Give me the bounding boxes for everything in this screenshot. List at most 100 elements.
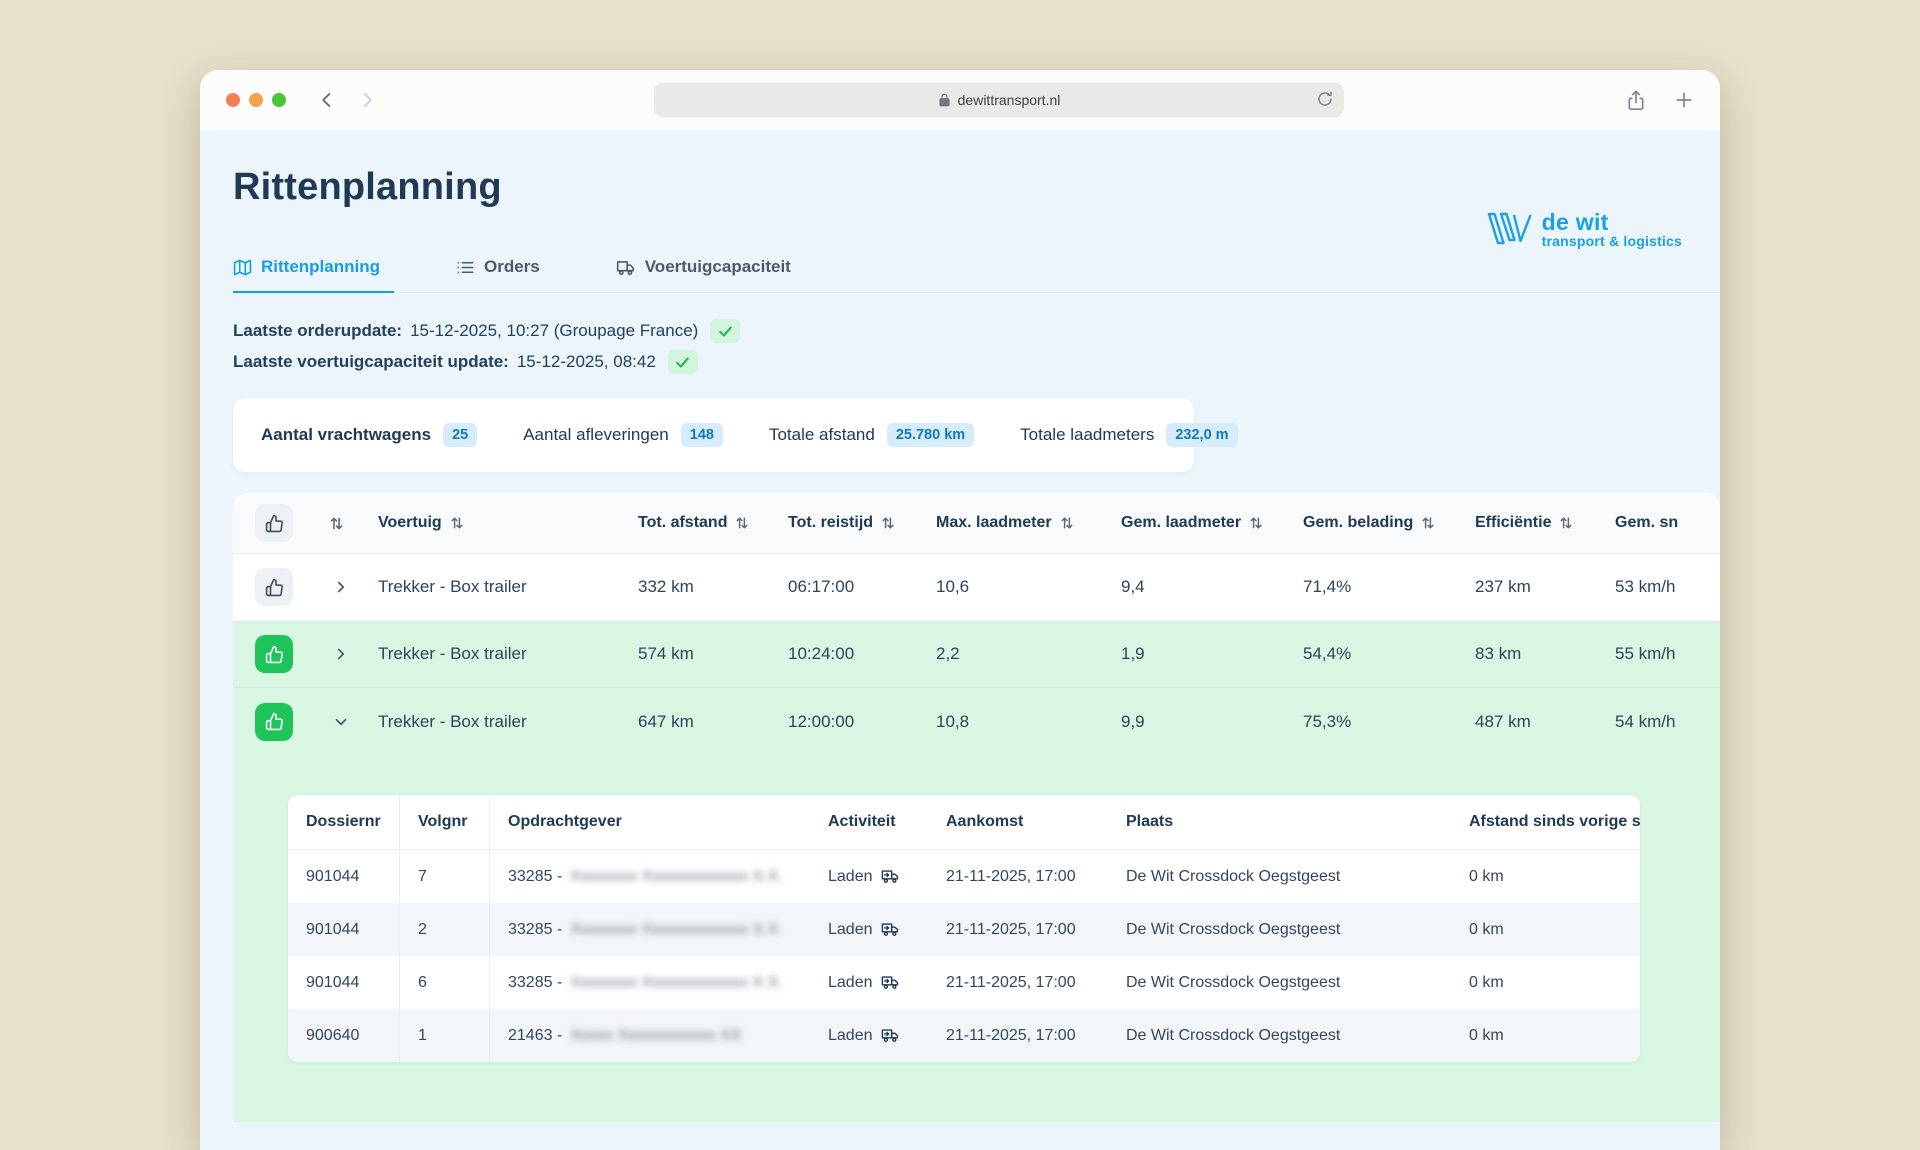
url-text: dewittransport.nl (958, 92, 1061, 108)
table-row-expanded[interactable]: Trekker - Box trailer 647 km 12:00:00 10… (233, 688, 1720, 755)
cell-gem-snelheid: 53 km/h (1615, 577, 1720, 597)
subcol-activiteit: Activiteit (810, 795, 928, 849)
minimize-window-button[interactable] (249, 93, 263, 107)
stat-value-badge: 25 (443, 423, 477, 447)
stat-label: Totale afstand (769, 425, 875, 445)
subcell-activiteit: Laden (810, 850, 928, 903)
subtable-row: 900640 1 21463 -Xxxxx Xxxxxxxxxxxx XX La… (288, 1009, 1640, 1062)
subcell-plaats: De Wit Crossdock Oegstgeest (1108, 850, 1451, 903)
cell-gem-belading: 71,4% (1303, 577, 1475, 597)
column-header-tot-reistijd[interactable]: Tot. reistijd (788, 514, 936, 532)
cell-tot-afstand: 574 km (638, 644, 788, 664)
zoom-window-button[interactable] (272, 93, 286, 107)
share-icon[interactable] (1626, 89, 1646, 111)
stat-value-badge: 25.780 km (887, 423, 974, 447)
update-status-block: Laatste orderupdate: 15-12-2025, 10:27 (… (233, 319, 1720, 374)
table-row[interactable]: Trekker - Box trailer 332 km 06:17:00 10… (233, 554, 1720, 621)
stat-afstand: Totale afstand 25.780 km (769, 423, 974, 447)
cell-gem-snelheid: 55 km/h (1615, 644, 1720, 664)
subcol-volgnr: Volgnr (400, 795, 490, 849)
order-update-status: Laatste orderupdate: 15-12-2025, 10:27 (… (233, 319, 1720, 343)
redacted-customer-name: Xxxxx Xxxxxxxxxxxx XX (570, 1027, 742, 1045)
load-truck-icon (881, 974, 900, 991)
table-row[interactable]: Trekker - Box trailer 574 km 10:24:00 2,… (233, 621, 1720, 688)
subtable-header-row: Dossiernr Volgnr Opdrachtgever Activitei… (288, 795, 1640, 850)
cell-tot-reistijd: 06:17:00 (788, 577, 936, 597)
thumbs-up-button[interactable] (255, 568, 293, 606)
column-header-tot-afstand[interactable]: Tot. afstand (638, 514, 788, 532)
cell-efficientie: 487 km (1475, 712, 1615, 732)
cell-voertuig: Trekker - Box trailer (378, 644, 638, 664)
subcell-dossiernr: 901044 (288, 956, 400, 1009)
forward-button[interactable] (354, 87, 380, 113)
subcell-opdrachtgever: 33285 -Xxxxxxxx Xxxxxxxxxxxxx X.X. (490, 850, 810, 903)
column-header-voertuig[interactable]: Voertuig (378, 514, 638, 532)
tab-bar: Rittenplanning Orders Voertuigcapaciteit (233, 257, 1720, 293)
column-header-efficientie[interactable]: Efficiëntie (1475, 514, 1615, 532)
expand-row-icon[interactable] (326, 639, 356, 669)
cell-tot-afstand: 647 km (638, 712, 788, 732)
expanded-row-detail: Dossiernr Volgnr Opdrachtgever Activitei… (233, 755, 1720, 1122)
back-button[interactable] (314, 87, 340, 113)
cell-gem-snelheid: 54 km/h (1615, 712, 1720, 732)
thumbs-up-button-approved[interactable] (255, 703, 293, 741)
subcell-afstand: 0 km (1451, 903, 1640, 956)
stat-value-badge: 232,0 m (1166, 423, 1237, 447)
close-window-button[interactable] (226, 93, 240, 107)
cell-efficientie: 83 km (1475, 644, 1615, 664)
map-icon (233, 258, 252, 277)
subtable-row: 901044 6 33285 -Xxxxxxxx Xxxxxxxxxxxxx X… (288, 956, 1640, 1009)
cell-voertuig: Trekker - Box trailer (378, 577, 638, 597)
page-title: Rittenplanning (233, 130, 1720, 209)
cell-gem-laadmeter: 1,9 (1121, 644, 1303, 664)
subcell-activiteit: Laden (810, 1009, 928, 1062)
new-tab-icon[interactable] (1674, 90, 1694, 110)
reload-icon[interactable] (1316, 90, 1334, 108)
stat-label: Aantal afleveringen (523, 425, 669, 445)
subcell-activiteit: Laden (810, 956, 928, 1009)
subcell-afstand: 0 km (1451, 850, 1640, 903)
expand-row-icon[interactable] (326, 572, 356, 602)
subcell-opdrachtgever: 33285 -Xxxxxxxx Xxxxxxxxxxxxx X.X. (490, 903, 810, 956)
cell-gem-laadmeter: 9,9 (1121, 712, 1303, 732)
cell-tot-afstand: 332 km (638, 577, 788, 597)
status-label: Laatste voertuigcapaciteit update: (233, 352, 509, 372)
subcell-volgnr: 6 (400, 956, 490, 1009)
stat-label: Totale laadmeters (1020, 425, 1154, 445)
thumbs-up-button-approved[interactable] (255, 635, 293, 673)
list-icon (456, 258, 475, 277)
subcell-dossiernr: 901044 (288, 903, 400, 956)
logo-tagline: transport & logistics (1542, 233, 1682, 249)
thumbs-up-header-button[interactable] (255, 504, 293, 542)
cell-max-laadmeter: 10,8 (936, 712, 1121, 732)
address-bar[interactable]: dewittransport.nl (654, 83, 1344, 117)
cell-max-laadmeter: 10,6 (936, 577, 1121, 597)
subcell-aankomst: 21-11-2025, 17:00 (928, 903, 1108, 956)
cell-gem-laadmeter: 9,4 (1121, 577, 1303, 597)
collapse-row-icon[interactable] (326, 707, 356, 737)
subcell-activiteit: Laden (810, 903, 928, 956)
window-controls (226, 93, 286, 107)
cell-tot-reistijd: 12:00:00 (788, 712, 936, 732)
column-header-max-laadmeter[interactable]: Max. laadmeter (936, 514, 1121, 532)
column-header-gem-snelheid[interactable]: Gem. sn (1615, 514, 1720, 532)
tab-voertuigcapaciteit[interactable]: Voertuigcapaciteit (616, 257, 805, 292)
tab-rittenplanning[interactable]: Rittenplanning (233, 257, 394, 292)
subcell-aankomst: 21-11-2025, 17:00 (928, 1009, 1108, 1062)
subcell-opdrachtgever: 33285 -Xxxxxxxx Xxxxxxxxxxxxx X.X. (490, 956, 810, 1009)
sort-icon[interactable] (328, 515, 378, 532)
subcell-aankomst: 21-11-2025, 17:00 (928, 850, 1108, 903)
tab-orders[interactable]: Orders (456, 257, 554, 292)
subcell-volgnr: 1 (400, 1009, 490, 1062)
subcell-plaats: De Wit Crossdock Oegstgeest (1108, 956, 1451, 1009)
subtable-row: 901044 2 33285 -Xxxxxxxx Xxxxxxxxxxxxx X… (288, 903, 1640, 956)
subcell-afstand: 0 km (1451, 956, 1640, 1009)
check-badge (668, 350, 698, 374)
subcell-opdrachtgever: 21463 -Xxxxx Xxxxxxxxxxxx XX (490, 1009, 810, 1062)
subtable-row: 901044 7 33285 -Xxxxxxxx Xxxxxxxxxxxxx X… (288, 850, 1640, 903)
stat-laadmeters: Totale laadmeters 232,0 m (1020, 423, 1237, 447)
cell-tot-reistijd: 10:24:00 (788, 644, 936, 664)
column-header-gem-laadmeter[interactable]: Gem. laadmeter (1121, 514, 1303, 532)
cell-efficientie: 237 km (1475, 577, 1615, 597)
column-header-gem-belading[interactable]: Gem. belading (1303, 514, 1475, 532)
